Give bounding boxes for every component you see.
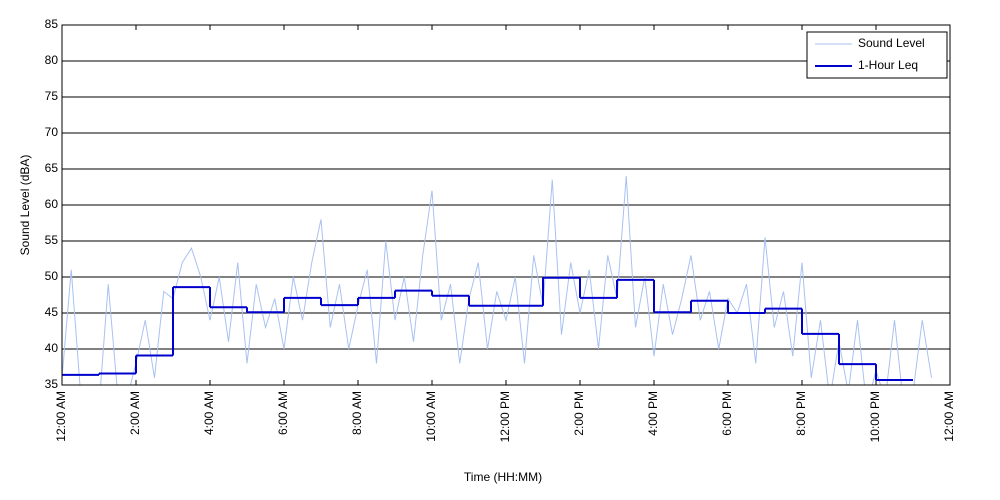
x-tick-label: 12:00 PM bbox=[498, 391, 512, 442]
x-tick-label: 10:00 PM bbox=[868, 391, 882, 442]
y-tick-label: 80 bbox=[45, 53, 59, 67]
y-tick-label: 40 bbox=[45, 341, 59, 355]
y-axis-label: Sound Level (dBA) bbox=[18, 155, 32, 256]
legend-label: 1-Hour Leq bbox=[858, 58, 918, 72]
x-tick-label: 6:00 AM bbox=[276, 391, 290, 435]
sound-level-line bbox=[62, 176, 932, 385]
x-axis-label: Time (HH:MM) bbox=[464, 470, 542, 484]
plot-series bbox=[62, 176, 932, 385]
plot-frame bbox=[61, 24, 951, 386]
y-tick-label: 45 bbox=[45, 305, 59, 319]
y-tick-label: 70 bbox=[45, 125, 59, 139]
x-tick-label: 12:00 AM bbox=[54, 391, 68, 442]
x-tick-label: 8:00 PM bbox=[794, 391, 808, 436]
x-tick-label: 4:00 AM bbox=[202, 391, 216, 435]
legend-label: Sound Level bbox=[858, 36, 925, 50]
y-tick-label: 55 bbox=[45, 233, 59, 247]
y-tick-label: 65 bbox=[45, 161, 59, 175]
y-tick-label: 50 bbox=[45, 269, 59, 283]
x-tick-label: 6:00 PM bbox=[720, 391, 734, 436]
x-tick-label: 2:00 PM bbox=[572, 391, 586, 436]
y-tick-label: 60 bbox=[45, 197, 59, 211]
x-tick-label: 2:00 AM bbox=[128, 391, 142, 435]
y-tick-label: 75 bbox=[45, 89, 59, 103]
legend-box bbox=[806, 31, 948, 79]
x-tick-label: 8:00 AM bbox=[350, 391, 364, 435]
x-tick-label: 4:00 PM bbox=[646, 391, 660, 436]
x-tick-label: 10:00 AM bbox=[424, 391, 438, 442]
x-tick-label: 12:00 AM bbox=[942, 391, 956, 442]
y-tick-label: 85 bbox=[45, 17, 59, 31]
y-tick-label: 35 bbox=[45, 377, 59, 391]
